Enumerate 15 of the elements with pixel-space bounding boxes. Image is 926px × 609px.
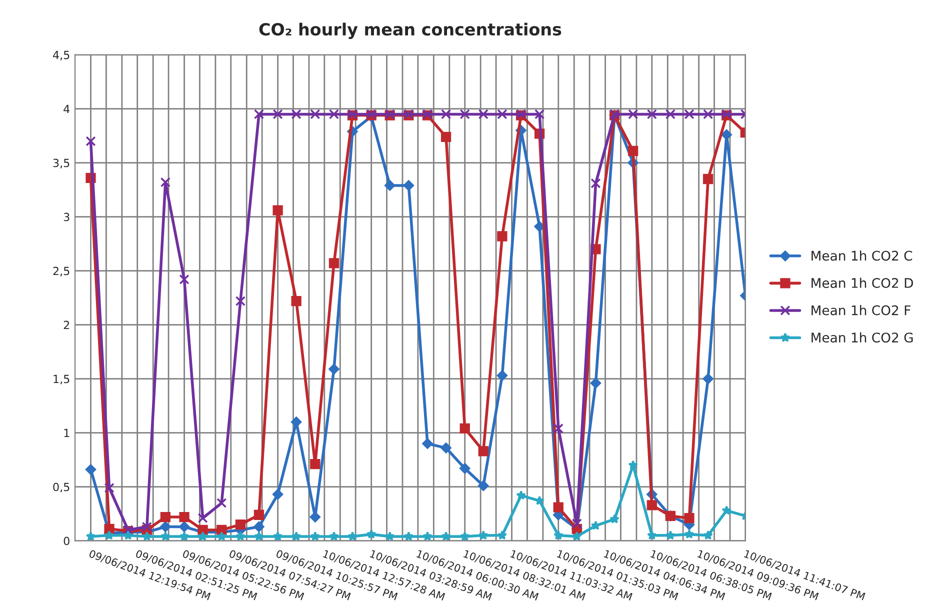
y-tick-label: 2 [64,320,70,330]
legend-label: Mean 1h CO2 F [812,305,910,316]
y-tick-label: 0,5 [53,482,70,492]
y-tick-label: 0 [64,536,70,546]
y-tick-label: 4 [64,104,70,114]
legend-label: Mean 1h CO2 C [812,250,912,261]
chart-title: CO₂ hourly mean concentrations [259,22,562,39]
legend-label: Mean 1h CO2 G [812,332,913,343]
y-tick-label: 1,5 [54,374,70,384]
y-tick-label: 4,5 [53,50,70,60]
y-tick-label: 3 [64,212,70,222]
legend-label: Mean 1h CO2 D [812,278,913,288]
y-tick-label: 3,5 [53,158,70,168]
y-tick-label: 1 [64,428,70,438]
y-tick-label: 2,5 [53,266,70,276]
